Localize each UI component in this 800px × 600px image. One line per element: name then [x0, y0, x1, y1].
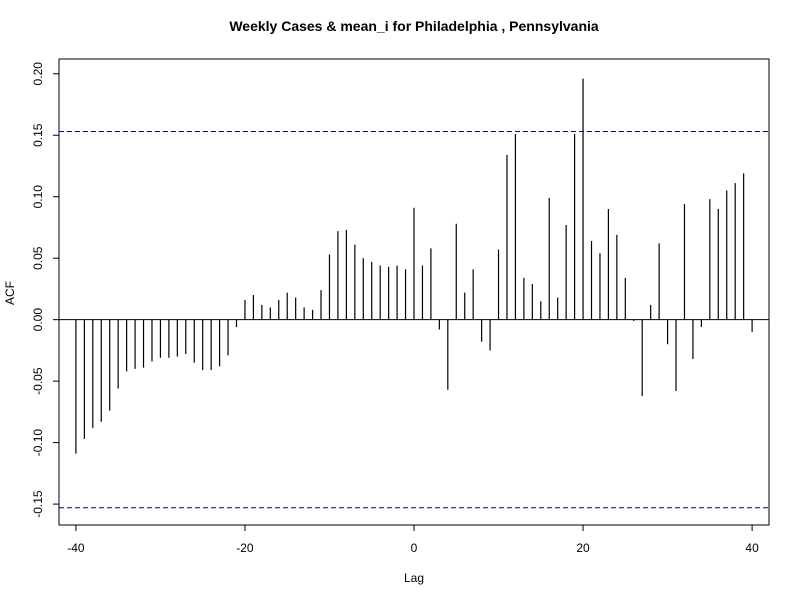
x-tick-label: 20: [576, 541, 590, 555]
y-tick-label: -0.05: [31, 367, 45, 395]
x-tick-label: -20: [236, 541, 254, 555]
x-tick-label: 40: [745, 541, 759, 555]
x-tick-label: 0: [411, 541, 418, 555]
confidence-bounds: [59, 131, 769, 509]
y-tick-label: 0.05: [31, 246, 45, 270]
x-tick-label: -40: [67, 541, 85, 555]
y-axis: -0.15 -0.10 -0.05 0.00 0.05 0.10 0.15 0.20: [31, 62, 59, 518]
y-tick-label: -0.15: [31, 490, 45, 518]
y-tick-label: 0.10: [31, 185, 45, 209]
chart-title: Weekly Cases & mean_i for Philadelphia ,…: [229, 18, 599, 34]
y-tick-label: 0.00: [31, 308, 45, 332]
acf-bars: [59, 78, 769, 454]
y-tick-label: -0.10: [31, 429, 45, 457]
y-tick-label: 0.15: [31, 123, 45, 147]
y-axis-label: ACF: [3, 281, 17, 305]
y-tick-label: 0.20: [31, 62, 45, 86]
x-axis: -40 -20 0 20 40: [67, 525, 759, 555]
x-axis-label: Lag: [404, 571, 424, 585]
